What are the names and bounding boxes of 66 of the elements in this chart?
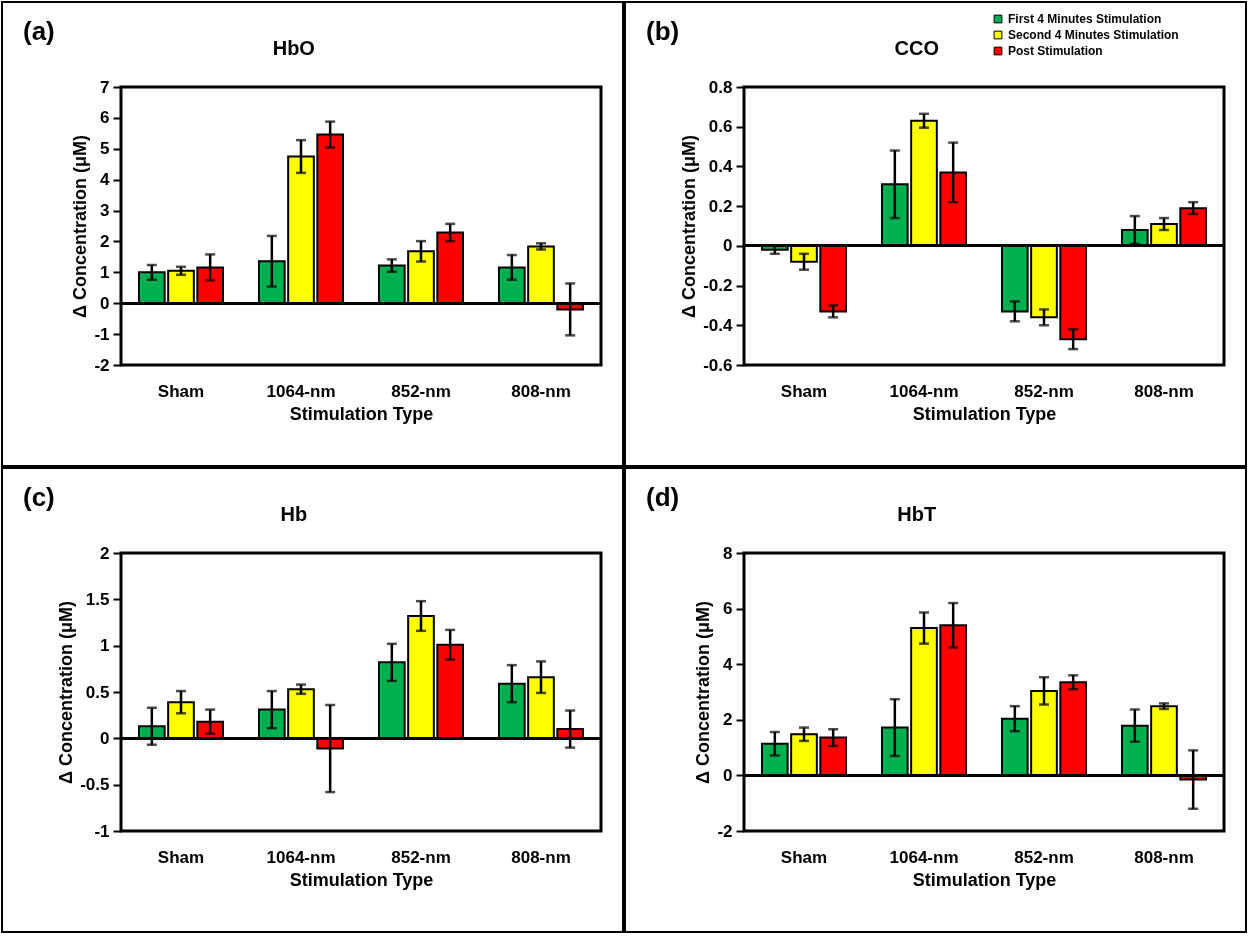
x-tick-label: 852-nm (391, 381, 451, 401)
y-tick-label: -1 (94, 324, 110, 344)
y-axis-title: Δ Concentration (μM) (679, 135, 700, 318)
y-tick-label: -1 (94, 821, 110, 841)
y-axis-title: Δ Concentration (μM) (70, 135, 91, 318)
y-tick-label: 0.2 (708, 196, 733, 216)
text: (d) (646, 482, 680, 512)
y-tick-label: 6 (723, 599, 733, 619)
y-tick-label: 0 (723, 236, 733, 256)
y-tick-label: 4 (723, 654, 734, 674)
y-tick-label: 3 (100, 201, 110, 221)
x-tick-label: 1064-nm (266, 381, 336, 401)
legend-label: Second 4 Minutes Stimulation (1008, 28, 1179, 42)
x-tick-label: Sham (157, 847, 205, 867)
y-tick-label: 0 (100, 728, 110, 748)
x-tick-label: 808-nm (1134, 381, 1194, 401)
y-tick-label: -2 (717, 821, 733, 841)
x-tick-label: 1064-nm (889, 381, 959, 401)
x-tick-label: Sham (157, 381, 205, 401)
x-tick-label: 808-nm (511, 381, 571, 401)
y-axis-title: Δ Concentration (μM) (693, 601, 714, 784)
y-tick-label: 0 (100, 293, 110, 313)
text: (c) (23, 482, 55, 512)
y-tick-label: 5 (100, 139, 110, 159)
y-tick-label: 0.5 (85, 682, 110, 702)
x-tick-label: Sham (780, 847, 828, 867)
chart-title: HbT (897, 503, 937, 525)
y-tick-label: 0.6 (708, 117, 733, 137)
chart-title: CCO (894, 37, 940, 59)
x-tick-label: 852-nm (391, 847, 451, 867)
y-tick-label: 1 (100, 262, 110, 282)
x-tick-label: 1064-nm (889, 847, 959, 867)
y-tick-label: -0.5 (80, 775, 110, 795)
x-tick-label: 808-nm (511, 847, 571, 867)
y-tick-label: 0.8 (708, 77, 733, 97)
chart-title: Hb (280, 503, 308, 525)
legend-label: First 4 Minutes Stimulation (1008, 12, 1162, 26)
y-tick-label: -0.6 (703, 355, 733, 375)
text: (b) (646, 16, 680, 46)
y-tick-label: 2 (100, 543, 110, 563)
y-tick-label: 2 (723, 710, 733, 730)
x-tick-label: 808-nm (1134, 847, 1194, 867)
y-tick-label: 4 (100, 170, 111, 190)
y-tick-label: -0.2 (703, 276, 733, 296)
y-tick-label: 2 (100, 231, 110, 251)
x-tick-label: 852-nm (1014, 847, 1074, 867)
y-tick-label: 1 (100, 636, 110, 656)
y-axis-title: Δ Concentration (μM) (56, 601, 77, 784)
x-axis-title: Stimulation Type (289, 403, 434, 424)
x-tick-label: Sham (780, 381, 828, 401)
chart-title: HbO (272, 37, 315, 59)
y-tick-label: 6 (100, 108, 110, 128)
x-tick-label: 1064-nm (266, 847, 336, 867)
text: (a) (23, 16, 55, 46)
x-axis-title: Stimulation Type (289, 869, 434, 890)
y-tick-label: 7 (100, 77, 110, 97)
x-axis-title: Stimulation Type (912, 869, 1057, 890)
y-tick-label: 8 (723, 543, 733, 563)
legend-label: Post Stimulation (1008, 44, 1103, 58)
y-tick-label: 0 (723, 765, 733, 785)
x-tick-label: 852-nm (1014, 381, 1074, 401)
y-tick-label: -2 (94, 355, 110, 375)
x-axis-title: Stimulation Type (912, 403, 1057, 424)
y-tick-label: -0.4 (703, 315, 734, 335)
y-tick-label: 1.5 (85, 589, 110, 609)
y-tick-label: 0.4 (708, 156, 734, 176)
